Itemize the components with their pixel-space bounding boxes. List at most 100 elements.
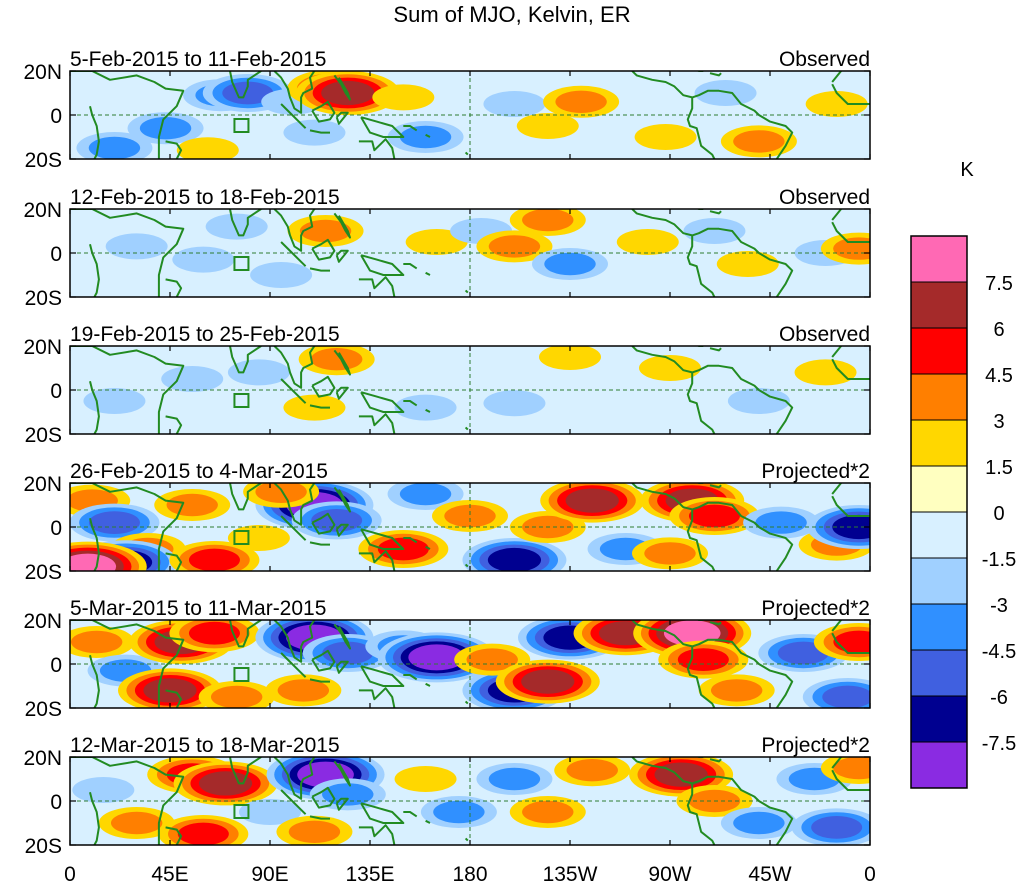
coastline	[831, 83, 870, 105]
coastline	[358, 687, 396, 708]
coastline	[335, 111, 349, 125]
anomaly-blob	[394, 394, 457, 421]
anomaly-contour	[188, 621, 240, 645]
coastline	[831, 483, 842, 495]
coastlines	[70, 620, 870, 708]
coastline	[89, 380, 100, 434]
anomaly-blob	[276, 815, 353, 845]
anomaly-contour	[539, 346, 601, 370]
anomaly-blob	[161, 366, 224, 392]
coastline	[273, 483, 317, 526]
colorbar-level-label: 0	[993, 503, 1004, 525]
anomaly-blob	[70, 626, 135, 658]
coastline	[165, 415, 183, 434]
anomaly-blob	[462, 538, 567, 571]
map-panel: 20N 0 20S 26-Feb-2015 to 4-Mar-2015 Projecte…	[23, 460, 871, 584]
coastline	[686, 97, 716, 159]
coastline	[709, 210, 722, 215]
colorbar-swatch	[910, 741, 968, 789]
anomaly-blob	[239, 799, 301, 825]
coastline	[311, 649, 336, 672]
colorbar-swatch	[910, 327, 968, 375]
coastline	[403, 263, 418, 270]
coastline	[309, 129, 330, 134]
panel-stack: 20N 0 20S 5-Feb-2015 to 11-Feb-2015 Observed…	[23, 48, 871, 858]
colorbar-units: K	[960, 159, 974, 181]
anomaly-contour	[227, 359, 290, 386]
y-tick-label: 20N	[23, 336, 62, 359]
coastline	[194, 209, 262, 237]
anomaly-blob	[694, 80, 757, 106]
panel-date-range: 12-Mar-2015 to 18-Mar-2015	[70, 734, 340, 757]
anomaly-contour	[683, 218, 746, 244]
coastline	[273, 620, 317, 663]
anomaly-blob	[639, 355, 701, 381]
colorbar-swatch	[910, 557, 968, 605]
coastline	[311, 238, 336, 261]
colorbar-level-label: -1.5	[982, 549, 1016, 571]
coastline	[631, 71, 794, 159]
coastline	[686, 646, 716, 708]
anomaly-contour	[811, 816, 863, 839]
anomaly-blob	[243, 483, 320, 508]
anomaly-contour	[516, 113, 579, 139]
coastline	[333, 74, 351, 101]
anomaly-blob	[805, 91, 868, 117]
coastline	[360, 528, 405, 550]
coastline	[280, 652, 307, 678]
coastline	[273, 346, 317, 389]
anomaly-blob	[76, 132, 153, 159]
coastline	[273, 71, 317, 114]
coastline	[631, 620, 794, 708]
anomaly-blob	[720, 125, 797, 158]
anomaly-contour	[255, 483, 307, 503]
x-tick-label: 135E	[345, 863, 394, 886]
anomaly-contour	[755, 511, 807, 534]
x-tick-label: 90E	[251, 863, 288, 886]
y-tick-label: 20S	[25, 698, 62, 721]
anomaly-contour	[311, 509, 363, 532]
anomaly-blob	[720, 807, 797, 839]
panel-kind-label: Observed	[779, 186, 870, 209]
anomaly-blob	[198, 681, 275, 708]
coastline	[311, 512, 336, 535]
reference-box	[233, 118, 250, 133]
anomaly-contour	[70, 630, 123, 654]
coastline	[360, 116, 405, 138]
anomaly-contour	[544, 252, 596, 276]
coastline	[165, 552, 183, 571]
coastline	[360, 665, 405, 687]
anomaly-blob	[169, 541, 260, 571]
coastline	[358, 550, 396, 571]
coastline	[280, 241, 307, 267]
anomaly-contour	[283, 394, 346, 421]
anomaly-blob	[532, 248, 608, 280]
coastline	[831, 209, 842, 221]
anomaly-blob	[509, 796, 586, 828]
anomaly-blob	[420, 796, 497, 828]
y-tick-label: 0	[50, 517, 62, 540]
coastline	[358, 413, 396, 434]
colorbar-swatch	[910, 419, 968, 467]
coastline	[335, 660, 349, 674]
coastline	[403, 400, 418, 407]
y-tick-label: 20N	[23, 199, 62, 222]
anomaly-contour	[161, 366, 224, 392]
coastline	[280, 789, 307, 815]
coastline	[311, 100, 336, 123]
coastline	[686, 509, 716, 571]
coastline	[360, 254, 405, 276]
colorbar-level-label: 7.5	[985, 273, 1013, 295]
anomaly-blob	[495, 659, 600, 704]
coastline	[686, 372, 716, 434]
y-tick-label: 0	[50, 105, 62, 128]
anomaly-contour	[733, 811, 785, 835]
coastline	[165, 826, 183, 845]
anomaly-contour	[716, 251, 779, 277]
anomaly-blob	[539, 346, 601, 370]
coastline	[709, 72, 722, 77]
coastline	[425, 133, 431, 138]
y-tick-label: 20S	[25, 424, 62, 447]
coastline	[70, 483, 185, 571]
anomaly-blob	[616, 229, 679, 255]
